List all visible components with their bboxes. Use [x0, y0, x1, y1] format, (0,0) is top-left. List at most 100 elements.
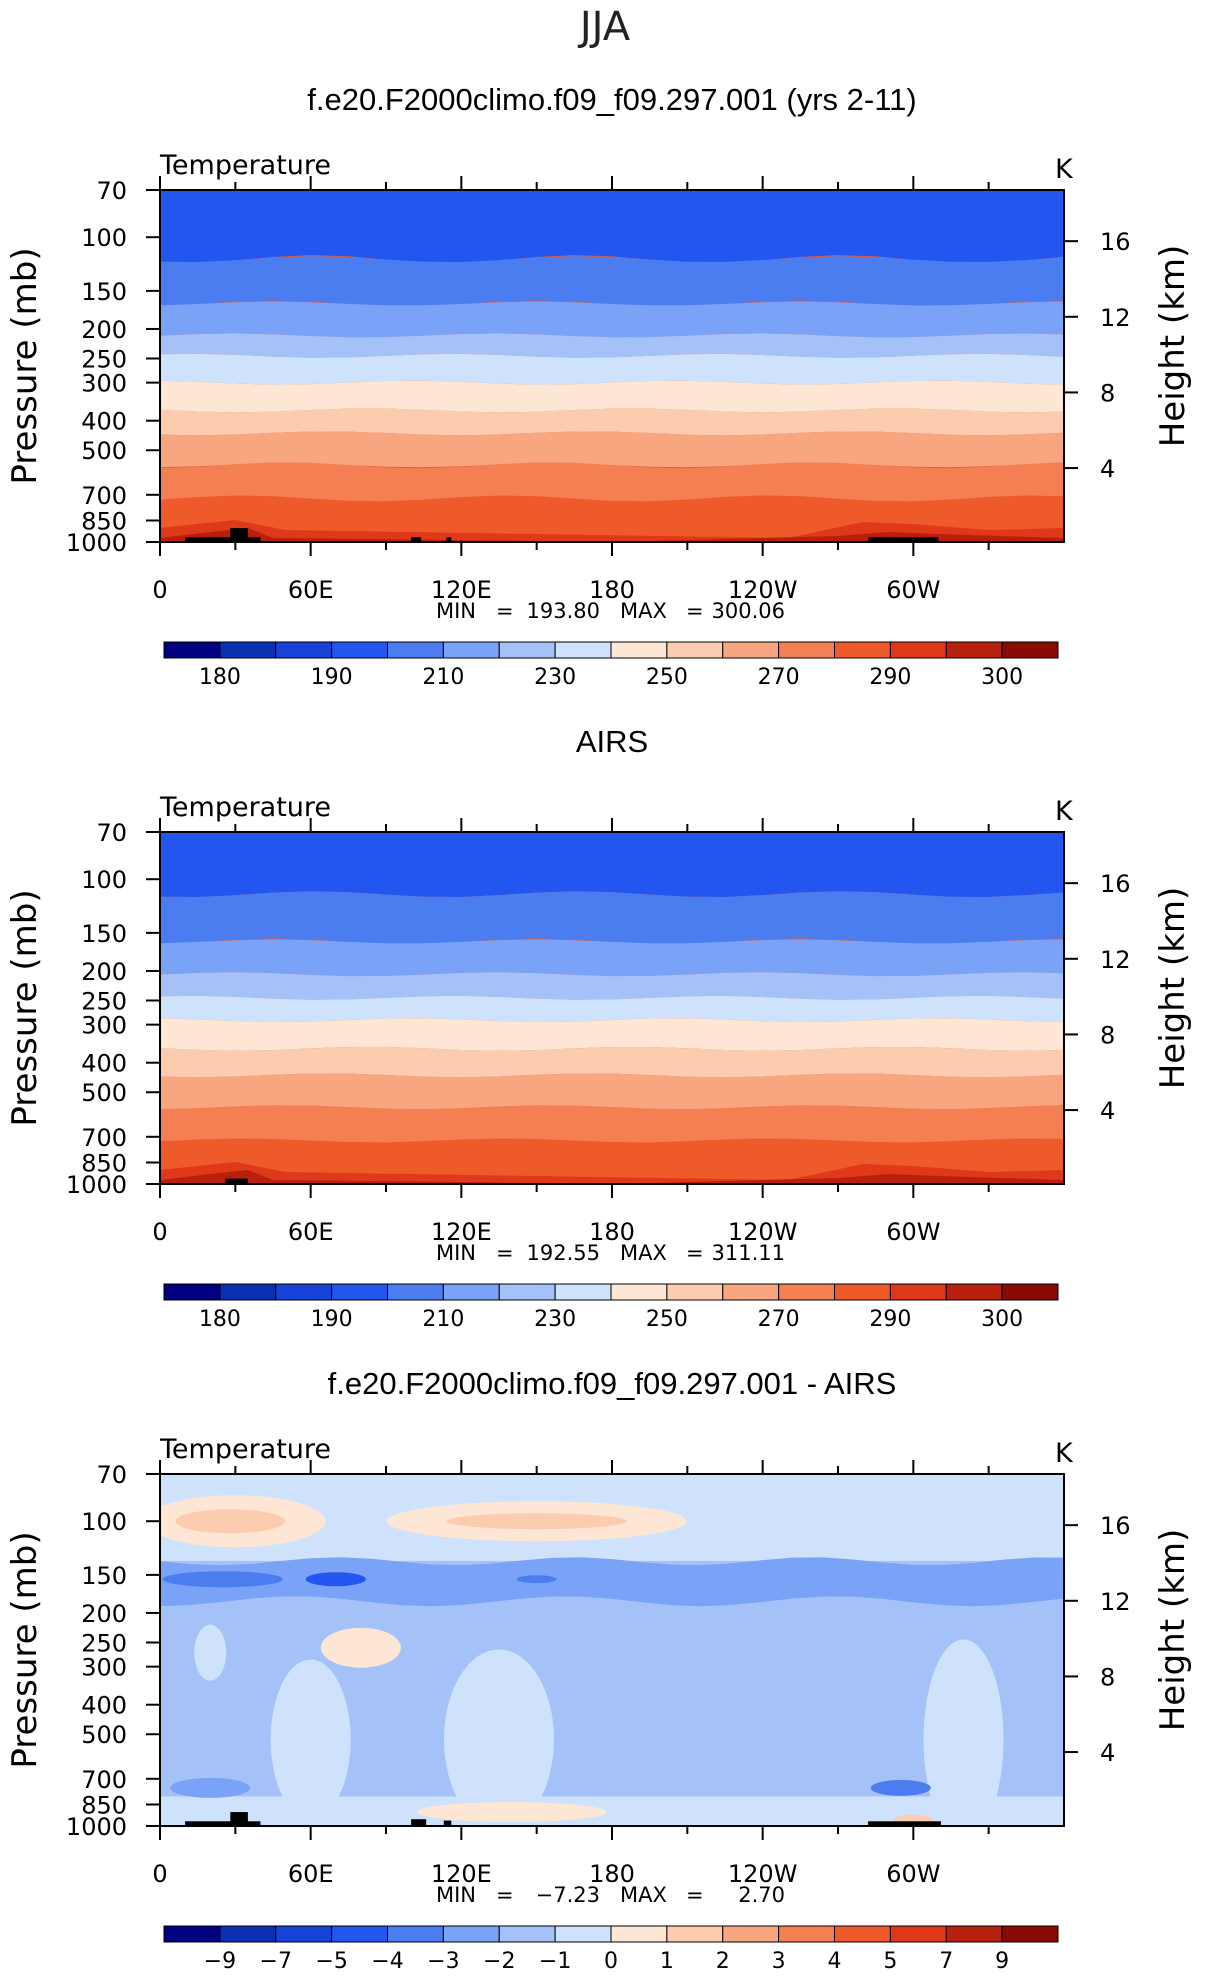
colorbar-swatch [275, 1283, 333, 1301]
y-right-axis-title: Height (km) [1153, 245, 1193, 448]
contour-band [160, 891, 1064, 945]
y-right-tick-label: 12 [1100, 304, 1131, 332]
cold-anomaly [160, 1557, 1064, 1607]
contour-band [160, 832, 1064, 898]
topography-block [411, 1819, 427, 1826]
y-tick-label: 100 [81, 866, 127, 894]
colorbar-swatch [834, 1283, 891, 1301]
light-region [194, 1624, 227, 1681]
stats-max-value: 311.11 [712, 1241, 785, 1265]
warm-anomaly [446, 1513, 627, 1530]
stats-eq: = [496, 1883, 514, 1907]
x-tick-label: 120W [728, 1860, 798, 1888]
y-tick-label: 850 [81, 507, 127, 535]
colorbar-label: 2 [716, 1949, 730, 1974]
y-tick-label: 100 [81, 224, 127, 252]
colorbar-swatch [610, 1283, 668, 1301]
colorbar-label: 300 [981, 665, 1023, 690]
field-layer [160, 1474, 1064, 1826]
cold-anomaly [870, 1779, 931, 1796]
stats-max-label: MAX [620, 1241, 667, 1265]
season-title: JJA [577, 4, 631, 50]
stats-max-value: 300.06 [712, 599, 785, 623]
colorbar-label: −7 [260, 1949, 292, 1974]
cold-anomaly [516, 1575, 557, 1584]
colorbar-label: −4 [371, 1949, 403, 1974]
colorbar-swatch [498, 641, 556, 659]
y-right-tick-label: 4 [1100, 455, 1115, 483]
contour-band [160, 527, 1064, 542]
colorbar-label: −9 [204, 1949, 236, 1974]
colorbar-swatch [163, 641, 221, 659]
stats-max-label: MAX [620, 599, 667, 623]
topography-block [230, 1812, 248, 1826]
stats-min-label: MIN [436, 1883, 476, 1907]
y-tick-label: 250 [81, 1629, 127, 1657]
y-tick-label: 200 [81, 1600, 127, 1628]
contour-band [160, 353, 1064, 385]
colorbar-swatch [889, 641, 947, 659]
colorbar-swatch [331, 641, 388, 659]
y-axis-title: Pressure (mb) [5, 889, 45, 1126]
contour-band [160, 1105, 1064, 1143]
colorbar-swatch [778, 1925, 835, 1943]
contour-band [160, 408, 1064, 436]
y-tick-label: 70 [96, 819, 127, 847]
y-tick-label: 150 [81, 920, 127, 948]
y-tick-label: 300 [81, 370, 127, 398]
chart-title: f.e20.F2000climo.f09_f09.297.001 (yrs 2-… [307, 82, 916, 117]
y-axis-title: Pressure (mb) [5, 247, 45, 484]
stats-eq: = [686, 1883, 704, 1907]
y-tick-label: 250 [81, 345, 127, 373]
colorbar-swatch [554, 641, 612, 659]
colorbar-swatch [219, 641, 277, 659]
y-right-tick-label: 4 [1100, 1739, 1115, 1767]
colorbar-swatch [219, 1925, 277, 1943]
y-tick-label: 400 [81, 1050, 127, 1078]
contour-band [160, 431, 1064, 468]
stats-max-value: 2.70 [738, 1883, 785, 1907]
contour-band [160, 333, 1064, 358]
colorbar-swatch [331, 1283, 388, 1301]
topography-block [446, 537, 452, 542]
colorbar-swatch [945, 1283, 1003, 1301]
colorbar-label: 210 [422, 1307, 464, 1332]
field-layer [160, 190, 1064, 542]
contour-band [160, 1018, 1064, 1051]
y-tick-label: 700 [81, 1766, 127, 1794]
colorbar-label: 7 [939, 1949, 953, 1974]
colorbar-swatch [834, 641, 891, 659]
y-tick-label: 850 [81, 1791, 127, 1819]
y-tick-label: 300 [81, 1654, 127, 1682]
x-tick-label: 180 [589, 576, 635, 604]
colorbar-swatch [163, 1925, 221, 1943]
colorbar-swatch [610, 1925, 668, 1943]
units-label: K [1055, 796, 1074, 827]
colorbar-label: 190 [311, 665, 353, 690]
y-right-tick-label: 8 [1100, 1663, 1115, 1691]
colorbar-label: 230 [534, 665, 576, 690]
cold-anomaly [305, 1572, 366, 1587]
y-tick-label: 200 [81, 958, 127, 986]
colorbar-label: 230 [534, 1307, 576, 1332]
y-tick-label: 100 [81, 1508, 127, 1536]
colorbar-label: −5 [315, 1949, 347, 1974]
y-tick-label: 1000 [66, 1813, 127, 1841]
y-tick-label: 70 [96, 1461, 127, 1489]
stats-min-value: 192.55 [527, 1241, 600, 1265]
x-tick-label: 120W [728, 1218, 798, 1246]
contour-band [160, 1046, 1064, 1078]
colorbar-label: 290 [869, 665, 911, 690]
colorbar-swatch [554, 1925, 612, 1943]
topography-block [868, 1821, 941, 1826]
colorbar-label: 1 [660, 1949, 674, 1974]
stats-min-value: 193.80 [527, 599, 600, 623]
x-tick-label: 60W [886, 1860, 940, 1888]
topography-block [230, 528, 248, 542]
y-tick-label: 300 [81, 1012, 127, 1040]
colorbar-swatch [666, 641, 724, 659]
colorbar-swatch [666, 1283, 724, 1301]
contour-band [160, 380, 1064, 413]
